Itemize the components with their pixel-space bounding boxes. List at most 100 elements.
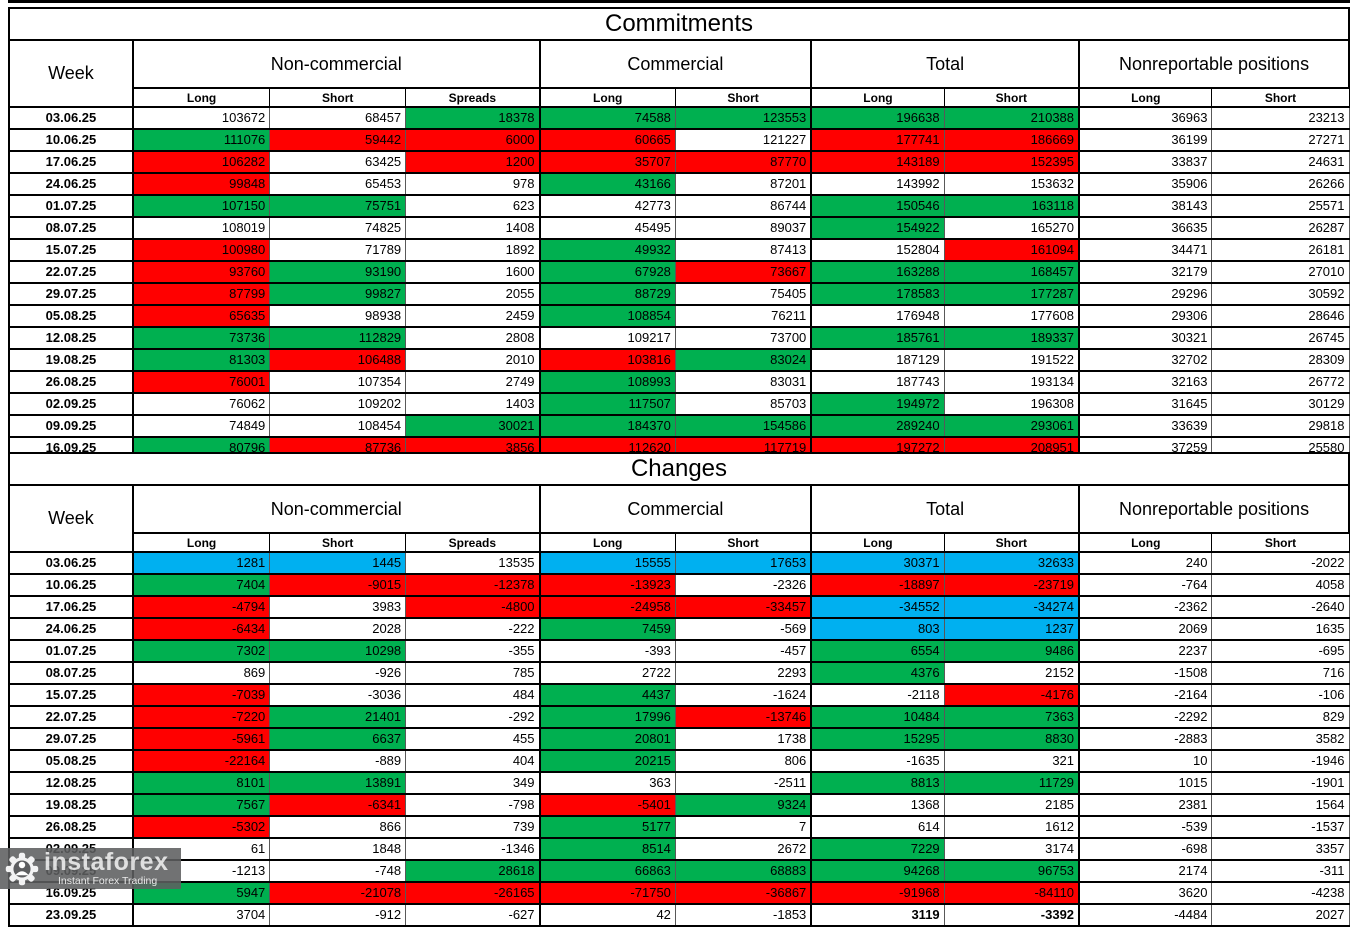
value-cell: 2237 [1078,639,1213,663]
value-cell: -4176 [943,683,1080,707]
value-cell: 614 [810,815,945,839]
value-cell: -798 [405,793,541,817]
value-cell: 210388 [943,106,1080,130]
value-cell: 1612 [943,815,1080,839]
value-cell: 196638 [810,106,945,130]
table-row: 03.06.25 1281 1445 13535 15555 17653 30371 3263… [8,551,1350,575]
value-cell: 8830 [943,727,1080,751]
value-cell: 93190 [269,260,407,284]
value-cell: 143189 [810,150,945,174]
table-title: Changes [8,452,1350,486]
value-cell: 2459 [405,304,541,328]
value-cell: 33837 [1078,150,1213,174]
value-cell: -1635 [810,749,945,773]
col-header-total-short: Short [943,87,1080,108]
table-row: 08.07.25 108019 74825 1408 45495 89037 154922 1… [8,216,1350,240]
col-header-non-commercial-short: Short [269,532,407,553]
week-cell: 08.07.25 [8,216,134,240]
value-cell: 76211 [674,304,812,328]
value-cell: 29306 [1078,304,1213,328]
value-cell: 18378 [405,106,541,130]
value-cell: -2883 [1078,727,1213,751]
value-cell: 289240 [810,414,945,438]
value-cell: 35906 [1078,172,1213,196]
value-cell: -393 [538,639,676,663]
value-cell: -22164 [131,749,271,773]
value-cell: 404 [405,749,541,773]
col-header-commercial-short: Short [674,532,812,553]
table-row: 19.08.25 7567 -6341 -798 -5401 9324 1368 2185 23… [8,793,1350,817]
value-cell: 3119 [810,903,945,927]
value-cell: 2069 [1078,617,1213,641]
value-cell: 27271 [1211,128,1350,152]
table-row: 05.08.25 65635 98938 2459 108854 76211 176948 1… [8,304,1350,328]
value-cell: -5401 [538,793,676,817]
col-header-non-commercial-long: Long [131,87,271,108]
value-cell: 143992 [810,172,945,196]
value-cell: 17996 [538,705,676,729]
value-cell: 1445 [269,551,407,575]
week-cell: 02.09.25 [8,392,134,416]
value-cell: -2511 [674,771,812,795]
value-cell: 13891 [269,771,407,795]
week-cell: 05.08.25 [8,749,134,773]
table-row: 09.09.25 74849 108454 30021 184370 154586 2892… [8,414,1350,438]
value-cell: 32163 [1078,370,1213,394]
value-cell: 20801 [538,727,676,751]
value-cell: 1237 [943,617,1080,641]
value-cell: -26165 [405,881,541,905]
commitments-table: Commitments Week Non-commercial Commercial T… [8,7,1350,482]
value-cell: 785 [405,661,541,685]
week-cell: 19.08.25 [8,348,134,372]
value-cell: 150546 [810,194,945,218]
value-cell: -569 [674,617,812,641]
value-cell: 76001 [131,370,271,394]
value-cell: 87201 [674,172,812,196]
value-cell: 5177 [538,815,676,839]
value-cell: 2808 [405,326,541,350]
value-cell: -24958 [538,595,676,619]
value-cell: 87799 [131,282,271,306]
value-cell: 60665 [538,128,676,152]
value-cell: 63425 [269,150,407,174]
value-cell: 68883 [674,859,812,883]
week-header: Week [8,39,134,108]
value-cell: 59442 [269,128,407,152]
value-cell: -6341 [269,793,407,817]
value-cell: 806 [674,749,812,773]
value-cell: 7567 [131,793,271,817]
value-cell: 168457 [943,260,1080,284]
value-cell: 11729 [943,771,1080,795]
value-cell: 88729 [538,282,676,306]
value-cell: 99827 [269,282,407,306]
value-cell: -627 [405,903,541,927]
value-cell: -34552 [810,595,945,619]
week-cell: 23.09.25 [8,903,134,927]
value-cell: 112829 [269,326,407,350]
value-cell: 7229 [810,837,945,861]
value-cell: 108854 [538,304,676,328]
value-cell: 65635 [131,304,271,328]
value-cell: 194972 [810,392,945,416]
week-cell: 10.06.25 [8,573,134,597]
value-cell: 2055 [405,282,541,306]
value-cell: 83024 [674,348,812,372]
value-cell: 363 [538,771,676,795]
group-header-commercial: Commercial [538,484,813,534]
week-cell: 26.08.25 [8,370,134,394]
value-cell: 484 [405,683,541,707]
table-row: 05.08.25 -22164 -889 404 20215 806 -1635 321 10-… [8,749,1350,773]
value-cell: 36963 [1078,106,1213,130]
table-row: 02.09.25611848-13468514267272293174-6983… [8,837,1350,861]
value-cell: 32179 [1078,260,1213,284]
value-cell: 1403 [405,392,541,416]
value-cell: 89037 [674,216,812,240]
value-cell: -311 [1211,859,1350,883]
value-cell: -1624 [674,683,812,707]
week-cell: 05.08.25 [8,304,134,328]
value-cell: 1635 [1211,617,1350,641]
value-cell: 111076 [131,128,271,152]
value-cell: 7 [674,815,812,839]
value-cell: 3357 [1211,837,1350,861]
value-cell: 74825 [269,216,407,240]
